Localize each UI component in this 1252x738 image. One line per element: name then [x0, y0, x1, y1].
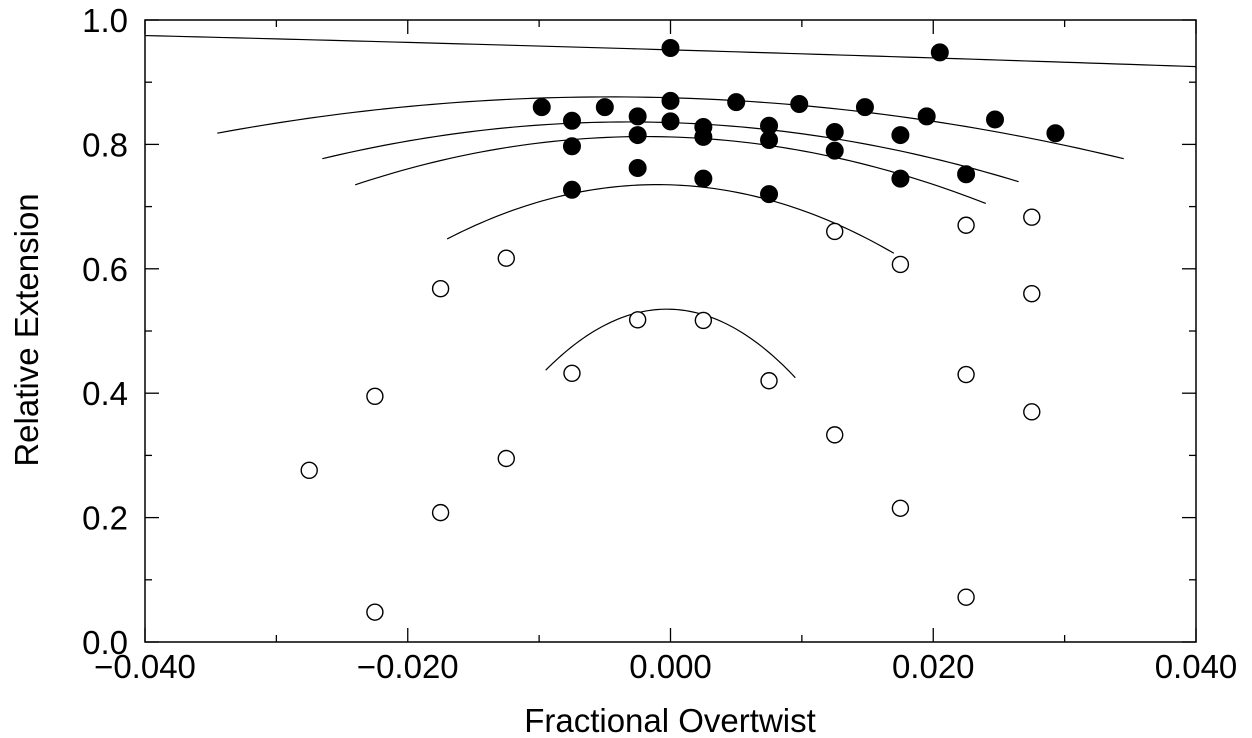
fit-curve — [545, 308, 796, 379]
filled-data-point — [891, 126, 910, 145]
fit-curve — [446, 184, 895, 254]
open-data-point — [628, 311, 647, 329]
open-data-point — [1023, 208, 1041, 226]
filled-data-point — [957, 165, 976, 184]
open-data-point — [957, 365, 975, 384]
open-data-point — [1023, 403, 1041, 421]
fit-curve — [322, 121, 1019, 183]
open-data-point — [300, 461, 318, 480]
filled-data-point — [760, 131, 779, 150]
x-tick-label: 0.040 — [1155, 648, 1238, 685]
y-tick-label: 0.2 — [82, 500, 128, 537]
filled-data-point — [694, 169, 713, 188]
open-data-point — [760, 372, 778, 390]
filled-data-point — [825, 141, 844, 160]
filled-data-point — [727, 93, 746, 112]
open-data-point — [957, 588, 975, 606]
open-data-point — [826, 222, 844, 241]
filled-data-point — [661, 38, 680, 57]
filled-data-point — [562, 111, 581, 130]
x-tick-label: −0.020 — [357, 648, 459, 685]
y-tick-label: 0.6 — [82, 251, 128, 288]
open-data-point — [1023, 284, 1041, 303]
y-axis-title: Relative Extension — [8, 193, 45, 466]
filled-data-point — [562, 137, 581, 156]
filled-data-point — [628, 126, 647, 145]
filled-data-point — [790, 94, 809, 113]
open-data-point — [891, 255, 910, 274]
filled-data-point — [891, 169, 910, 188]
filled-data-point — [661, 91, 680, 110]
filled-data-point — [595, 98, 614, 117]
data-points — [300, 38, 1065, 621]
filled-data-point — [760, 185, 779, 204]
filled-data-point — [694, 127, 713, 146]
open-data-point — [431, 503, 450, 522]
axes: −0.040 −0.020 0.000 0.020 0.040 0.0 0.2 0.4 0.6 0… — [82, 2, 1237, 685]
x-axis-title: Fractional Overtwist — [524, 702, 816, 738]
y-tick-label: 0.0 — [82, 624, 128, 661]
y-tick-label: 0.4 — [82, 375, 128, 412]
open-data-point — [563, 364, 581, 382]
filled-data-point — [562, 180, 581, 199]
filled-data-point — [917, 107, 936, 126]
y-tick-label: 0.8 — [82, 126, 128, 163]
filled-data-point — [628, 107, 647, 126]
open-data-point — [366, 387, 384, 406]
fit-curves — [144, 34, 1197, 379]
open-data-point — [694, 311, 713, 330]
open-data-point — [366, 603, 384, 621]
x-tick-label: −0.040 — [94, 648, 196, 685]
filled-data-point — [1046, 124, 1065, 143]
open-data-point — [826, 426, 844, 444]
filled-data-point — [985, 110, 1004, 129]
open-data-point — [431, 280, 450, 298]
open-data-point — [891, 499, 910, 517]
filled-data-point — [855, 98, 874, 117]
x-tick-label: 0.020 — [892, 648, 975, 685]
open-data-point — [497, 449, 515, 468]
open-data-point — [957, 216, 975, 234]
y-tick-label: 1.0 — [82, 2, 128, 39]
open-data-point — [497, 249, 515, 267]
filled-data-point — [661, 112, 680, 131]
fit-curve — [355, 135, 987, 205]
x-tick-label: 0.000 — [629, 648, 712, 685]
filled-data-point — [532, 98, 551, 117]
filled-data-point — [628, 159, 647, 178]
filled-data-point — [825, 122, 844, 141]
filled-data-point — [930, 43, 949, 62]
